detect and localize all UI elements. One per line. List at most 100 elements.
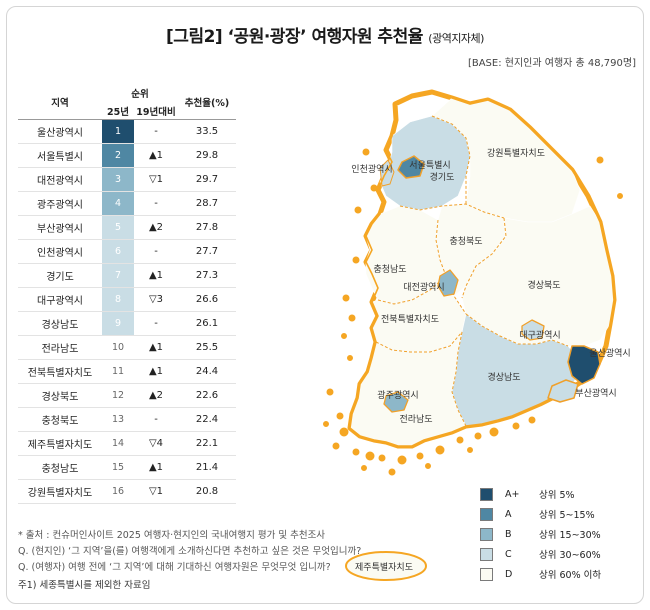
cell-region: 인천광역시	[18, 239, 102, 264]
cell-rank: 10	[102, 335, 134, 360]
map-label-daejeon: 대전광역시	[403, 281, 444, 293]
cell-region: 충청남도	[18, 455, 102, 480]
map-label-gyeongbuk: 경상북도	[527, 279, 560, 291]
legend-swatch	[480, 547, 493, 561]
cell-rate: 22.4	[178, 407, 236, 432]
cell-region: 대구광역시	[18, 287, 102, 312]
base-note: [BASE: 현지인과 여행자 총 48,790명]	[467, 58, 636, 69]
table-row: 충청남도 15 ▲1 21.4	[18, 455, 236, 480]
cell-region: 경상북도	[18, 383, 102, 408]
island	[370, 184, 378, 192]
table-row: 경기도 7 ▲1 27.3	[18, 263, 236, 288]
province-shapes	[349, 97, 615, 447]
legend-label: 상위 60% 이하	[539, 570, 602, 581]
cell-rank: 8	[102, 287, 134, 312]
cell-rate: 33.5	[178, 119, 236, 144]
cell-region: 부산광역시	[18, 215, 102, 240]
island	[365, 451, 375, 461]
map-label-jeju: 제주특별자치도	[355, 561, 413, 573]
province-border-line	[431, 115, 471, 204]
cell-rank: 1	[102, 119, 134, 144]
legend-swatch	[480, 507, 493, 521]
cell-yoy: ▲1	[134, 143, 178, 168]
cell-region: 광주광역시	[18, 191, 102, 216]
cell-region: 전북특별자치도	[18, 359, 102, 384]
cell-yoy: ▲1	[134, 455, 178, 480]
table-row: 인천광역시 6-27.7	[18, 239, 236, 264]
map-label-jeonbuk: 전북특별자치도	[381, 313, 439, 325]
cell-yoy: ▲2	[134, 215, 178, 240]
province-border-line	[461, 217, 507, 299]
title-sub: (광역지자체)	[428, 32, 484, 45]
island	[332, 442, 340, 450]
cell-yoy: ▲1	[134, 335, 178, 360]
cell-rank: 13	[102, 407, 134, 432]
cell-yoy: -	[134, 407, 178, 432]
island	[456, 436, 464, 444]
province-border-line	[399, 203, 505, 219]
map-label-gangwon: 강원특별자치도	[487, 147, 545, 159]
province-border-line	[375, 331, 463, 353]
island	[435, 445, 445, 455]
cell-yoy: ▲1	[134, 263, 178, 288]
map-label-gyeongnam: 경상남도	[487, 371, 520, 383]
chart-title: [그림2] ‘공원·광장’ 여행자원 추천율 (광역지자체)	[0, 22, 650, 47]
city-ulsan	[567, 345, 601, 385]
island	[326, 388, 334, 396]
city-seoul	[397, 155, 425, 179]
cell-rank: 7	[102, 263, 134, 288]
map-label-gwangju: 광주광역시	[377, 389, 418, 401]
table-row: 대구광역시 8 ▽3 26.6	[18, 287, 236, 312]
cell-rank: 14	[102, 431, 134, 456]
cell-rate: 29.8	[178, 143, 236, 168]
map-label-gyeonggi: 경기도	[430, 171, 455, 183]
island	[378, 454, 386, 462]
legend-grade: A	[505, 508, 512, 520]
footnote: 주1) 세종특별시를 제외한 자료임	[18, 580, 151, 591]
legend-item: A 상위 5~15%	[480, 504, 601, 524]
island	[362, 148, 370, 156]
cell-region: 서울특별시	[18, 143, 102, 168]
cell-region: 충청북도	[18, 407, 102, 432]
legend-label: 상위 15~30%	[539, 530, 601, 541]
cell-yoy: ▽3	[134, 287, 178, 312]
header-rate: 추천율(%)	[178, 84, 236, 120]
table-row: 광주광역시 4-28.7	[18, 191, 236, 216]
title-main: [그림2] ‘공원·광장’ 여행자원 추천율	[166, 27, 423, 47]
cell-rank: 2	[102, 143, 134, 168]
legend-grade: A+	[505, 488, 520, 500]
cell-rate: 26.1	[178, 311, 236, 336]
legend-swatch	[480, 527, 493, 541]
cell-rank: 12	[102, 383, 134, 408]
note-q-local: Q. (현지인) ‘그 지역’을(를) 여행객에게 소개하신다면 추천하고 싶은…	[18, 546, 362, 557]
legend-label: 상위 30~60%	[539, 550, 601, 561]
cell-rank: 11	[102, 359, 134, 384]
cell-rank: 3	[102, 167, 134, 192]
table-row: 충청북도 13-22.4	[18, 407, 236, 432]
island	[489, 427, 499, 437]
legend-label: 상위 5%	[539, 490, 575, 501]
cell-rate: 26.6	[178, 287, 236, 312]
legend-item: B 상위 15~30%	[480, 524, 601, 544]
cell-rate: 22.6	[178, 383, 236, 408]
city-gwangju	[383, 391, 409, 413]
island	[323, 421, 329, 427]
header-rank25: 25년	[102, 102, 134, 120]
cell-rank: 9	[102, 311, 134, 336]
cell-rate: 21.4	[178, 455, 236, 480]
island	[467, 447, 473, 453]
island	[352, 448, 360, 456]
cell-rate: 22.1	[178, 431, 236, 456]
province-border-line	[435, 219, 467, 315]
cell-yoy: ▲2	[134, 383, 178, 408]
table-row: 울산광역시 1-33.5	[18, 119, 236, 144]
map-label-incheon: 인천광역시	[351, 163, 392, 175]
cell-region: 제주특별자치도	[18, 431, 102, 456]
header-yoy: 19년대비	[134, 102, 178, 120]
map-label-chungbuk: 충청북도	[449, 236, 482, 247]
table-row: 전라남도 10 ▲1 25.5	[18, 335, 236, 360]
city-busan	[547, 379, 579, 403]
notes: * 출처 : 컨슈머인사이트 2025 여행자·현지인의 국내여행지 평가 및 …	[18, 528, 361, 594]
cell-rate: 24.4	[178, 359, 236, 384]
map-label-chungnam: 충청남도	[373, 264, 406, 275]
